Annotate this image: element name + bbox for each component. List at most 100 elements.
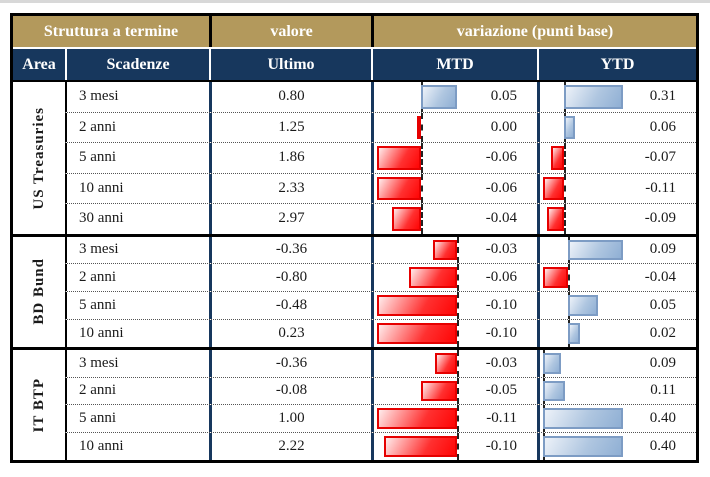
table-body: US Treasuries 3 mesi 0.80 0.05 0.31 2 anni 1.2… [13,82,696,460]
ytd-bar-cell: 0.09 [537,349,696,377]
zero-axis-line [567,264,570,292]
maturity-label: 2 anni [65,264,209,292]
maturity-label: 2 anni [65,377,209,405]
header-ultimo: Ultimo [209,49,371,80]
mtd-bar-cell: -0.11 [371,405,537,433]
zero-axis-line [563,204,566,234]
ytd-value: 0.06 [649,118,676,135]
mtd-bar-chart [374,319,460,347]
mtd-bar-chart [374,173,460,204]
zero-axis-line [457,349,459,377]
header-mtd: MTD [371,49,537,80]
ytd-bar-cell: -0.04 [537,264,696,292]
mtd-bar-chart [374,112,460,143]
mtd-bar-negative [435,352,457,374]
ultimo-value: 1.25 [209,112,371,143]
table-row: 3 mesi -0.36 -0.03 0.09 [65,236,696,264]
area-label: IT BTP [30,377,47,433]
ytd-bar-cell: 0.31 [537,82,696,112]
ytd-bar-cell: 0.06 [537,112,696,143]
maturity-label: 5 anni [65,292,209,319]
mtd-bar-negative [384,436,457,457]
ytd-bar-cell: -0.07 [537,143,696,173]
ytd-bar-cell: 0.40 [537,433,696,460]
mtd-bar-chart [374,236,460,264]
ytd-value: -0.09 [644,210,676,227]
maturity-label: 30 anni [65,204,209,234]
ytd-bar-chart [540,236,626,264]
table-row: 10 anni 0.23 -0.10 0.02 [65,318,696,347]
mtd-bar-negative [420,380,457,402]
mtd-bar-cell: -0.06 [371,143,537,173]
mtd-bar-cell: -0.10 [371,433,537,460]
mtd-bar-chart [374,143,460,173]
mtd-bar-cell: -0.10 [371,292,537,319]
mtd-bar-negative [377,176,421,201]
mtd-bar-chart [374,349,460,377]
area-group: IT BTP 3 mesi -0.36 -0.03 0.09 2 anni -0.08 -0.… [13,346,696,460]
zero-axis-line [457,236,459,264]
mtd-bar-chart [374,405,460,433]
area-label-cell: IT BTP [13,350,65,460]
ytd-bar-negative [543,267,568,289]
ytd-bar-positive [543,380,565,402]
maturity-label: 10 anni [65,433,209,460]
mtd-value: -0.11 [486,410,517,427]
ytd-value: 0.40 [649,438,676,455]
ultimo-value: 2.22 [209,433,371,460]
area-label-cell: BD Bund [13,237,65,347]
table-row: 2 anni 1.25 0.00 0.06 [65,111,696,143]
maturity-label: 2 anni [65,112,209,143]
mtd-value: -0.10 [485,324,517,341]
mtd-value: -0.05 [485,382,517,399]
zero-axis-line [457,264,459,292]
mtd-bar-chart [374,82,460,112]
zero-axis-line [420,173,423,204]
mtd-bar-cell: -0.06 [371,173,537,204]
table-row: 5 anni -0.48 -0.10 0.05 [65,291,696,319]
mtd-bar-cell: -0.06 [371,264,537,292]
ultimo-value: 1.86 [209,143,371,173]
table-row: 10 anni 2.22 -0.10 0.40 [65,432,696,460]
mtd-bar-positive [420,85,457,109]
mtd-bar-cell: -0.04 [371,204,537,234]
zero-axis-line [420,204,423,234]
ytd-bar-chart [540,405,626,433]
ytd-value: -0.07 [644,149,676,166]
mtd-bar-negative [409,267,457,289]
mtd-bar-cell: 0.00 [371,112,537,143]
area-group: US Treasuries 3 mesi 0.80 0.05 0.31 2 anni 1.2… [13,82,696,234]
ytd-value: 0.11 [650,382,676,399]
mtd-value: -0.06 [485,179,517,196]
area-rows: 3 mesi -0.36 -0.03 0.09 2 anni -0.80 -0.06 -0.0… [65,236,696,347]
ytd-bar-cell: 0.02 [537,319,696,347]
area-rows: 3 mesi 0.80 0.05 0.31 2 anni 1.25 0.00 0.06 5 an… [65,82,696,234]
ytd-bar-cell: -0.11 [537,173,696,204]
ytd-bar-positive [563,85,623,109]
ytd-bar-chart [540,112,626,143]
ultimo-value: 0.23 [209,319,371,347]
mtd-bar-chart [374,292,460,319]
ytd-bar-cell: -0.09 [537,204,696,234]
zero-axis-line [420,112,423,143]
mtd-bar-cell: -0.03 [371,349,537,377]
ytd-value: 0.02 [649,324,676,341]
mtd-bar-negative [391,207,421,231]
header-valore: valore [209,16,371,47]
table-header-row-2: Area Scadenze Ultimo MTD YTD [13,49,696,82]
mtd-value: 0.00 [490,118,517,135]
ytd-value: 0.40 [649,410,676,427]
mtd-bar-negative [377,295,457,316]
mtd-value: -0.03 [485,241,517,258]
term-structure-table: Struttura a termine valore variazione (p… [10,13,699,463]
maturity-label: 3 mesi [65,82,209,112]
table-row: 5 anni 1.00 -0.11 0.40 [65,404,696,433]
maturity-label: 3 mesi [65,236,209,264]
ytd-bar-chart [540,349,626,377]
mtd-bar-negative [377,146,421,170]
table-row: 10 anni 2.33 -0.06 -0.11 [65,172,696,204]
ytd-bar-cell: 0.09 [537,236,696,264]
mtd-bar-cell: -0.10 [371,319,537,347]
ultimo-value: 2.97 [209,204,371,234]
table-row: 2 anni -0.08 -0.05 0.11 [65,376,696,405]
